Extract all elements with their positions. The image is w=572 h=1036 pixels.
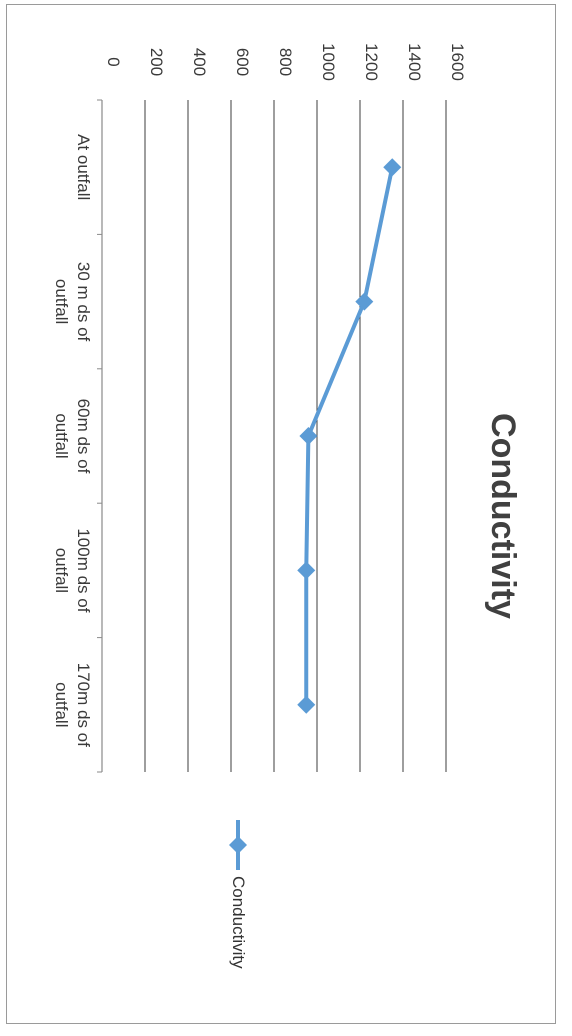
legend-marker bbox=[229, 836, 247, 854]
category-labels: At outfall 30 m ds ofoutfall 60m ds ofoutf… bbox=[52, 134, 93, 747]
y-tick-label: 0 bbox=[104, 57, 123, 66]
data-point-marker bbox=[297, 696, 315, 714]
series-line bbox=[306, 167, 392, 705]
y-tick-label: 1600 bbox=[448, 43, 467, 81]
data-point-marker bbox=[355, 293, 373, 311]
data-point-marker bbox=[299, 427, 317, 445]
y-tick-label: 1400 bbox=[405, 43, 424, 81]
category-label: 60m ds ofoutfall bbox=[52, 399, 93, 474]
y-tick-labels: 0 200 400 600 800 1000 1200 1400 1600 bbox=[104, 43, 467, 81]
legend-label: Conductivity bbox=[229, 876, 248, 969]
series-conductivity bbox=[297, 158, 401, 714]
legend: Conductivity bbox=[229, 820, 248, 969]
category-label: 170m ds ofoutfall bbox=[52, 663, 93, 747]
category-label: 100m ds ofoutfall bbox=[52, 528, 93, 612]
data-point-marker bbox=[297, 561, 315, 579]
y-tick-label: 200 bbox=[147, 48, 166, 76]
data-point-marker bbox=[383, 158, 401, 176]
category-label: 30 m ds ofoutfall bbox=[52, 262, 93, 342]
y-tick-label: 800 bbox=[276, 48, 295, 76]
y-tick-label: 400 bbox=[190, 48, 209, 76]
category-label: At outfall bbox=[74, 134, 93, 200]
gridlines bbox=[145, 100, 446, 772]
y-tick-label: 1000 bbox=[319, 43, 338, 81]
axes bbox=[97, 100, 102, 772]
chart-title: Conductivity bbox=[484, 413, 522, 619]
y-tick-label: 1200 bbox=[362, 43, 381, 81]
y-tick-label: 600 bbox=[233, 48, 252, 76]
